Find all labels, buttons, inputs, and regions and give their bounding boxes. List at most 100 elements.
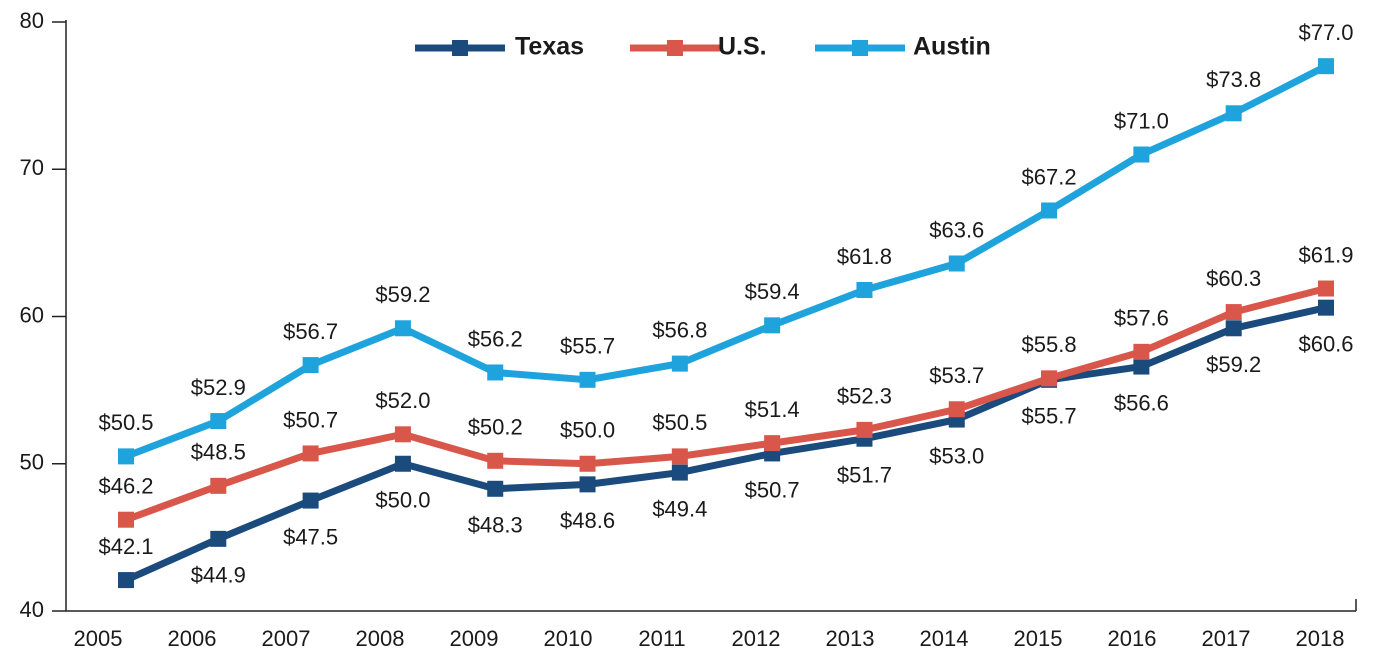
value-label: $51.7 [837, 463, 892, 488]
value-label: $77.0 [1298, 20, 1353, 45]
value-label: $50.7 [745, 477, 800, 502]
y-tick-label: 60 [20, 302, 44, 327]
value-label: $50.7 [283, 407, 338, 432]
legend-label: Texas [515, 33, 584, 61]
point [1225, 320, 1242, 337]
value-label: $59.2 [375, 282, 430, 307]
series-line [124, 63, 1328, 460]
x-tick-label: 2013 [826, 626, 875, 651]
point [764, 317, 781, 334]
value-label: $60.3 [1206, 266, 1261, 291]
value-label: $52.0 [375, 388, 430, 413]
point [210, 530, 227, 547]
point [487, 364, 504, 381]
value-label: $61.9 [1298, 242, 1353, 267]
x-tick-label: 2005 [74, 626, 123, 651]
value-label: $57.6 [1114, 306, 1169, 331]
x-tick-label: 2016 [1108, 626, 1157, 651]
legend-marker [852, 40, 868, 56]
point [764, 435, 781, 452]
value-label: $51.4 [745, 397, 800, 422]
point [394, 320, 411, 337]
x-tick-label: 2012 [732, 626, 781, 651]
y-tick-label: 70 [20, 155, 44, 180]
value-label: $46.2 [98, 474, 153, 499]
value-label: $56.2 [468, 326, 523, 351]
value-label: $47.5 [283, 524, 338, 549]
legend-label: U.S. [718, 33, 767, 61]
value-label: $59.4 [745, 279, 800, 304]
point [210, 477, 227, 494]
value-label: $42.1 [98, 534, 153, 559]
x-tick-label: 2018 [1296, 626, 1345, 651]
point [579, 455, 596, 472]
point [1041, 370, 1058, 387]
value-label: $48.3 [468, 513, 523, 538]
legend-label: Austin [913, 33, 991, 61]
series-line [124, 285, 1327, 523]
x-tick-label: 2011 [638, 626, 685, 651]
point [487, 480, 504, 497]
value-label: $53.0 [929, 443, 984, 468]
point [948, 401, 965, 418]
series-line [124, 304, 1327, 584]
point [118, 572, 134, 589]
point [302, 357, 319, 374]
point [118, 511, 134, 528]
value-label: $73.8 [1206, 67, 1261, 92]
point [302, 445, 319, 462]
point [394, 426, 411, 443]
point [1133, 343, 1150, 360]
value-label: $56.7 [283, 319, 338, 344]
x-tick-label: 2017 [1202, 626, 1251, 651]
value-label: $50.2 [468, 415, 523, 440]
legend-marker [667, 40, 683, 56]
x-tick-label: 2015 [1014, 626, 1063, 651]
value-label: $60.6 [1298, 331, 1353, 356]
value-label: $50.5 [98, 410, 153, 435]
value-label: $50.0 [375, 488, 430, 513]
value-label: $53.7 [929, 363, 984, 388]
value-label: $48.5 [191, 440, 246, 465]
point [487, 452, 504, 469]
point [1225, 304, 1242, 321]
x-tick-label: 2006 [168, 626, 217, 651]
point [948, 255, 965, 272]
value-label: $56.8 [652, 317, 707, 342]
legend-marker [452, 40, 468, 56]
value-label: $48.6 [560, 508, 615, 533]
x-tick-label: 2014 [920, 626, 969, 651]
point [671, 355, 688, 372]
point [579, 476, 596, 493]
point [1318, 58, 1334, 75]
value-label: $71.0 [1114, 108, 1169, 133]
point [1318, 280, 1334, 297]
value-label: $56.6 [1114, 390, 1169, 415]
point [1318, 299, 1334, 316]
value-label: $59.2 [1206, 352, 1261, 377]
value-label: $63.6 [929, 217, 984, 242]
point [856, 281, 873, 298]
value-label: $49.4 [652, 496, 707, 521]
point [579, 371, 596, 388]
point [302, 492, 319, 509]
x-tick-label: 2010 [544, 626, 593, 651]
x-tick-label: 2007 [262, 626, 311, 651]
point [210, 413, 227, 430]
y-tick-label: 50 [20, 450, 44, 475]
point [1133, 146, 1150, 163]
y-tick-label: 80 [20, 8, 44, 33]
value-label: $50.0 [560, 418, 615, 443]
value-label: $52.3 [837, 384, 892, 409]
value-label: $55.7 [560, 334, 615, 359]
point [1225, 105, 1242, 122]
point [1041, 202, 1058, 219]
value-label: $50.5 [652, 410, 707, 435]
value-label: $55.7 [1022, 404, 1077, 429]
point [671, 464, 688, 481]
y-tick-label: 40 [20, 597, 44, 622]
point [1133, 358, 1150, 375]
value-label: $67.2 [1022, 164, 1077, 189]
point [394, 455, 411, 472]
